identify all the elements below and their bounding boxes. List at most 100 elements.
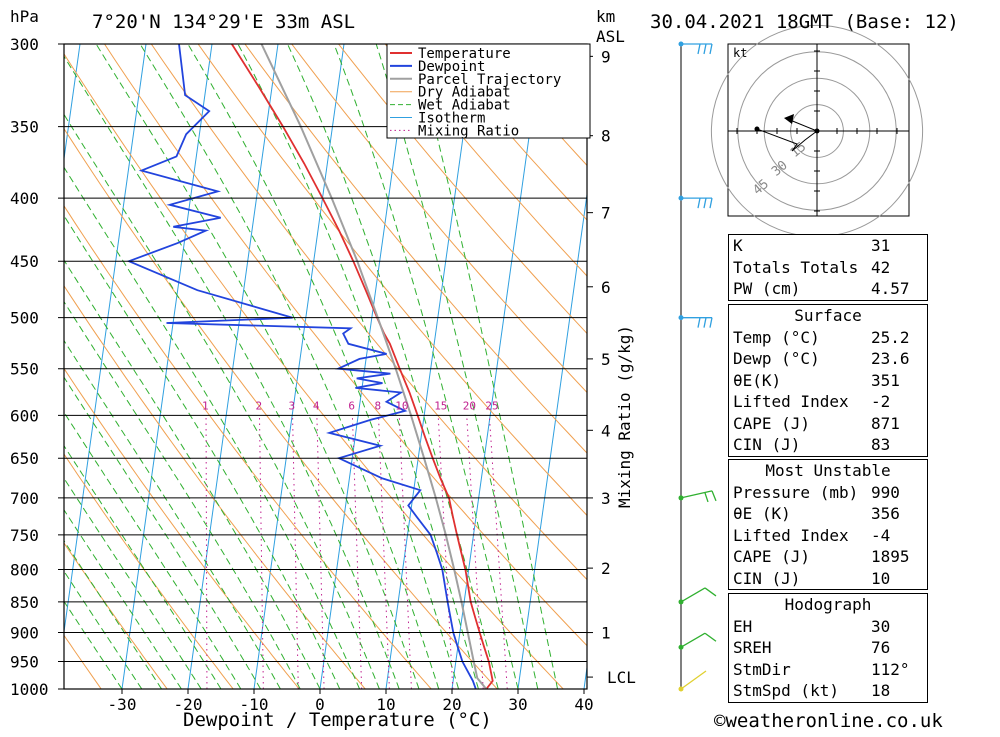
wind-barb-flag xyxy=(703,197,707,209)
pressure-unit-label: hPa xyxy=(10,7,39,26)
indices-table-surface: Surface Temp (°C) 25.2 Dewp (°C) 23.6 θE(K… xyxy=(728,304,928,457)
legend-item-label: Parcel Trajectory xyxy=(418,72,561,88)
surface-row: Dewp (°C) 23.6 xyxy=(733,349,910,368)
wet-adiabat-line xyxy=(413,44,559,689)
dry-adiabat-line xyxy=(150,44,587,581)
mixing-ratio-label: 6 xyxy=(348,399,355,412)
isotherm-line xyxy=(319,44,411,689)
storm-motion-vector xyxy=(789,119,818,132)
wind-barb-flag xyxy=(704,632,717,642)
x-tick-label: -30 xyxy=(108,695,137,714)
pressure-tick-label: 300 xyxy=(10,35,39,54)
mixing-ratio-label: 1 xyxy=(202,399,209,412)
x-tick-label: 10 xyxy=(376,695,395,714)
wind-barb-shaft xyxy=(680,632,706,648)
x-tick-label: 20 xyxy=(442,695,461,714)
wet-adiabat-line xyxy=(64,214,341,689)
surface-row: CAPE (J) 871 xyxy=(733,413,900,433)
isotherm-line xyxy=(253,44,345,689)
wet-adiabat-line xyxy=(375,44,539,689)
dry-adiabat-line xyxy=(64,367,300,689)
pressure-tick-label: 750 xyxy=(10,526,39,545)
pressure-tick-label: 550 xyxy=(10,360,39,379)
km-tick-label: 9 xyxy=(601,47,611,66)
legend-item-label: Dry Adiabat xyxy=(418,85,511,101)
plot-frame xyxy=(63,43,588,690)
mixing-ratio-label: 15 xyxy=(434,399,447,412)
dry-adiabat-line xyxy=(64,284,366,689)
plot-area xyxy=(64,44,740,689)
isotherm-line xyxy=(64,44,147,636)
mixing-ratio-label: 8 xyxy=(374,399,381,412)
mixing-ratio-label: 2 xyxy=(255,399,262,412)
isotherm-line xyxy=(385,44,477,689)
wind-barb-flag xyxy=(704,587,717,597)
location-title: 7°20'N 134°29'E 33m ASL xyxy=(92,11,355,33)
mixing-ratio-label: 20 xyxy=(463,399,476,412)
km-tick-label: 5 xyxy=(601,350,611,369)
wet-adiabat-line xyxy=(64,411,242,689)
dry-adiabat-line xyxy=(64,127,498,689)
storm-motion-arrowhead xyxy=(784,114,794,124)
wet-adiabat-line xyxy=(64,600,123,689)
wind-barb-flag xyxy=(703,43,707,55)
dry-adiabat-line xyxy=(64,453,234,689)
dewpoint-profile xyxy=(126,44,477,689)
wet-adiabat-line xyxy=(64,444,222,689)
hodograph-row: EH 30 xyxy=(733,616,891,636)
wet-adiabat-line xyxy=(64,259,321,689)
km-tick-label: 3 xyxy=(601,489,611,508)
wet-adiabat-line xyxy=(286,44,499,689)
isotherm-line xyxy=(121,44,213,689)
mixing-ratio-label: 4 xyxy=(313,399,320,412)
temperature-profile xyxy=(231,44,494,689)
pressure-tick-label: 950 xyxy=(10,653,39,672)
wind-barb-flag xyxy=(709,43,713,55)
most-unstable-row: CIN (J) 10 xyxy=(733,568,891,588)
isotherm-line xyxy=(650,44,740,689)
wind-barb-shaft xyxy=(680,490,713,499)
wet-adiabat-line xyxy=(64,508,182,689)
km-tick-label: 8 xyxy=(601,127,611,146)
credit-text: ©weatheronline.co.uk xyxy=(714,710,943,732)
wet-adiabat-line xyxy=(139,44,440,689)
surface-row: Temp (°C) 25.2 xyxy=(733,327,910,347)
km-tick-label: 2 xyxy=(601,559,611,578)
hodograph-title: Hodograph xyxy=(784,595,872,614)
legend-item-label: Mixing Ratio xyxy=(418,123,519,139)
datetime-title: 30.04.2021 18GMT (Base: 12) xyxy=(650,11,959,33)
wind-barb-flag xyxy=(697,43,701,55)
most-unstable-row: θE (K) 356 xyxy=(733,504,900,523)
wind-barb-flag xyxy=(709,317,713,328)
wind-barb-flag xyxy=(709,197,713,209)
dry-adiabat-line xyxy=(197,44,587,517)
pressure-tick-label: 350 xyxy=(10,118,39,137)
legend-box xyxy=(386,43,591,139)
mixing-ratio-line xyxy=(292,415,299,689)
indices-table-general: K 31 Totals Totals 42 PW (cm) 4.57 xyxy=(728,234,928,301)
most-unstable-row: Pressure (mb) 990 xyxy=(733,482,900,502)
wet-adiabat-line xyxy=(64,55,400,689)
km-tick-label: 6 xyxy=(601,278,611,297)
x-tick-label: -20 xyxy=(174,695,203,714)
index-row-totals: Totals Totals 42 xyxy=(733,257,891,277)
index-row-pw: PW (cm) 4.57 xyxy=(733,279,910,298)
pressure-tick-label: 700 xyxy=(10,489,39,508)
mixing-ratio-line xyxy=(466,415,484,689)
wind-barb-flag xyxy=(704,492,709,503)
isotherm-line xyxy=(64,44,81,163)
wind-barb-flag xyxy=(711,490,717,502)
pressure-tick-label: 900 xyxy=(10,624,39,643)
dry-adiabat-line xyxy=(103,44,587,647)
x-tick-label: -10 xyxy=(240,695,269,714)
lcl-label: LCL xyxy=(607,668,636,687)
surface-row: Lifted Index -2 xyxy=(733,392,891,411)
legend-item-label: Wet Adiabat xyxy=(418,98,511,114)
wind-barb-flag xyxy=(703,317,707,328)
legend-item-label: Temperature xyxy=(418,46,511,62)
wind-barb-shaft xyxy=(680,670,707,690)
legend-item-label: Dewpoint xyxy=(418,59,485,75)
wind-barb-shaft xyxy=(680,587,706,603)
wet-adiabat-line xyxy=(95,44,420,689)
